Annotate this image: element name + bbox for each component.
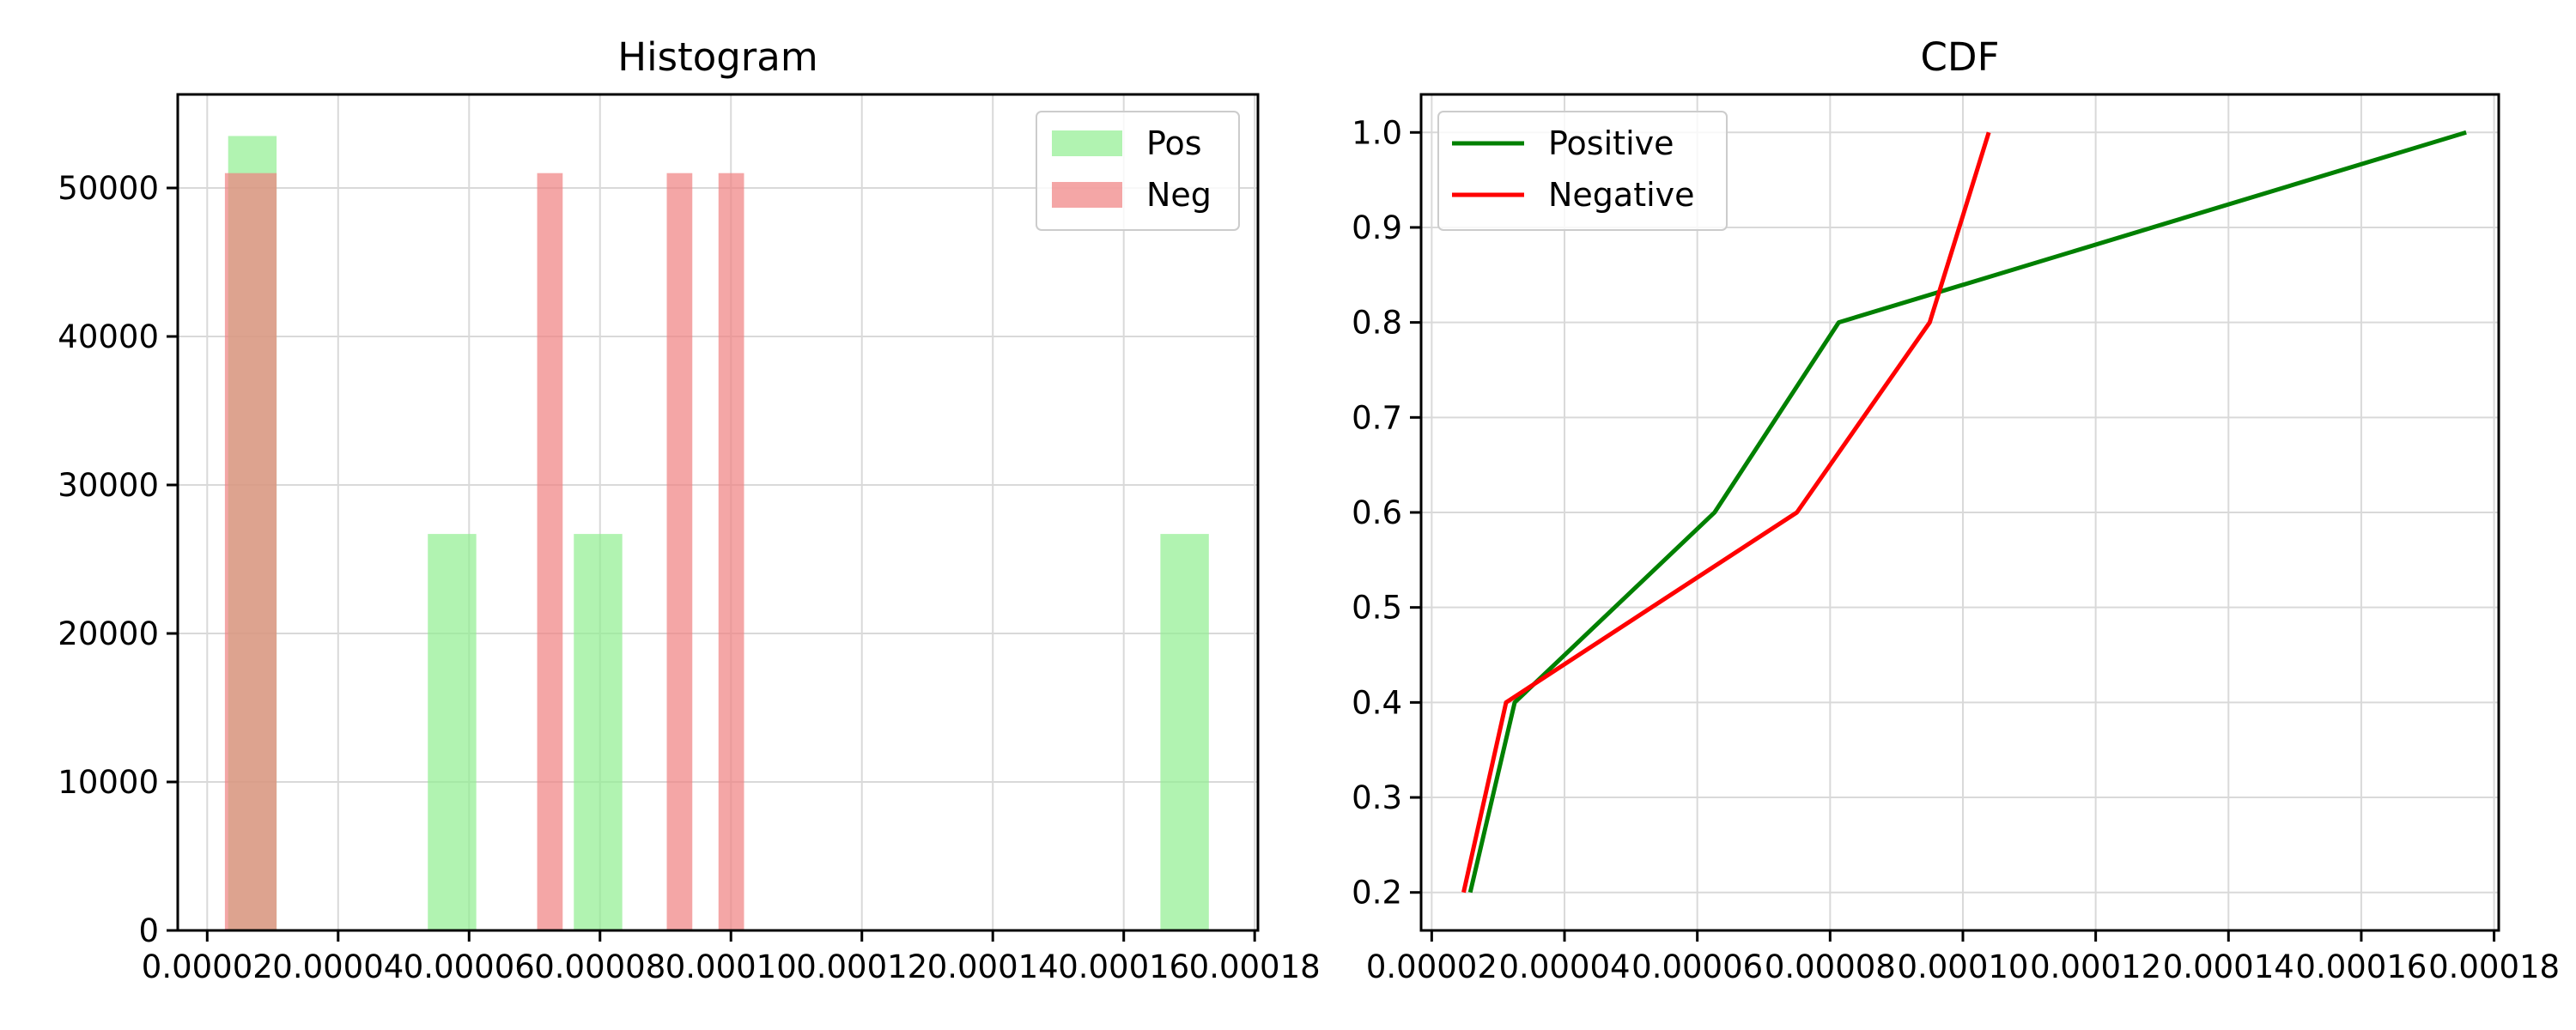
cdf-legend-label-negative: Negative [1548,176,1695,214]
histogram-y-tick-label: 50000 [58,170,159,207]
histogram-y-tick-label: 20000 [58,615,159,652]
histogram-y-tick-label: 0 [138,912,159,949]
histogram-y-tick-label: 10000 [58,764,159,801]
cdf-panel: 0.00002 0.00004 0.00006 0.00008 0.00010 0.000… [1352,34,2560,985]
cdf-y-tick-label: 0.7 [1352,399,1402,436]
histogram-bar-neg-1 [537,173,563,931]
cdf-legend-label-positive: Positive [1548,124,1674,162]
histogram-x-tick-label: 0.00008 [534,948,665,985]
cdf-x-tick-label: 0.00004 [1499,948,1631,985]
histogram-bar-neg-3 [718,173,744,931]
cdf-y-tick-label: 0.5 [1352,590,1402,627]
histogram-bar-neg-0 [224,173,277,931]
cdf-y-tick-label: 0.6 [1352,494,1402,531]
histogram-title: Histogram [617,34,817,80]
cdf-line-negative [1461,131,1991,894]
histogram-bar-pos-1 [428,534,477,930]
histogram-y-tick-label: 30000 [58,467,159,504]
cdf-x-tick-label: 0.00008 [1765,948,1896,985]
histogram-legend-swatch-pos [1052,130,1122,156]
histogram-x-tick-label: 0.00014 [927,948,1059,985]
histogram-y-tick-label: 40000 [58,318,159,355]
cdf-y-tick-label: 0.3 [1352,779,1402,816]
histogram-legend-label-pos: Pos [1146,124,1202,162]
histogram-x-tick-label: 0.00012 [796,948,927,985]
cdf-x-tick-label: 0.00006 [1631,948,1763,985]
histogram-bar-pos-3 [1160,534,1209,930]
cdf-x-tick-label: 0.00014 [2163,948,2294,985]
histogram-x-tick-label: 0.00018 [1189,948,1321,985]
cdf-x-tick-label: 0.00010 [1897,948,2028,985]
histogram-x-tick-label: 0.00016 [1058,948,1189,985]
histogram-x-tick-label: 0.00010 [665,948,797,985]
cdf-line-positive [1467,130,2467,894]
histogram-panel: 0.00002 0.00004 0.00006 0.00008 0.00010 0.000… [58,34,1320,985]
histogram-x-tick-label: 0.00006 [404,948,535,985]
cdf-x-tick-label: 0.00018 [2428,948,2560,985]
cdf-y-tick-label: 0.4 [1352,684,1402,721]
cdf-title: CDF [1921,34,2000,80]
histogram-bar-neg-2 [666,173,693,931]
cdf-x-tick-label: 0.00016 [2295,948,2427,985]
histogram-bar-pos-2 [574,534,623,930]
cdf-x-tick-label: 0.00012 [2030,948,2161,985]
histogram-legend-swatch-neg [1052,182,1122,208]
cdf-y-tick-label: 0.8 [1352,305,1402,342]
histogram-x-tick-label: 0.00002 [142,948,273,985]
cdf-x-tick-label: 0.00002 [1366,948,1498,985]
cdf-y-tick-label: 0.9 [1352,209,1402,246]
histogram-x-tick-label: 0.00004 [272,948,404,985]
cdf-y-tick-label: 1.0 [1352,114,1402,151]
cdf-y-tick-label: 0.2 [1352,875,1402,912]
histogram-legend-label-neg: Neg [1146,176,1212,214]
histogram-axes-frame [176,93,1260,932]
